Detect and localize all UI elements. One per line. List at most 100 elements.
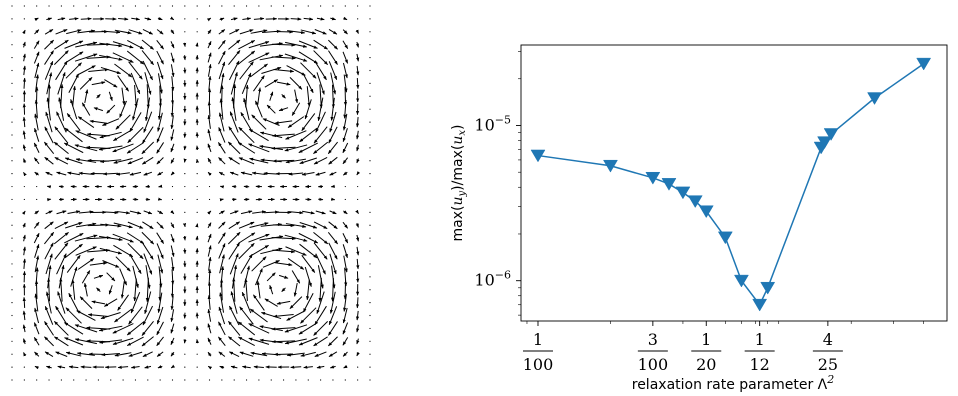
- vector-arrow: [11, 211, 13, 213]
- vector-arrow: [170, 171, 175, 176]
- vector-arrow: [342, 157, 349, 165]
- vector-arrow: [287, 116, 305, 128]
- vector-arrow: [329, 111, 337, 133]
- vector-arrow: [11, 173, 13, 175]
- vector-arrow: [23, 198, 25, 201]
- vector-arrow: [99, 131, 122, 139]
- vector-arrow: [207, 308, 212, 322]
- vector-arrow: [219, 254, 225, 274]
- vector-arrow: [56, 111, 67, 133]
- vector-arrow: [220, 278, 224, 301]
- vector-arrow: [221, 5, 223, 7]
- vector-arrow: [147, 5, 149, 7]
- vector-arrow: [328, 50, 338, 65]
- vector-arrow: [342, 142, 349, 154]
- vector-arrow: [231, 264, 238, 289]
- vector-arrow: [208, 185, 211, 188]
- vector-arrow: [170, 323, 175, 334]
- vector-arrow: [79, 296, 93, 309]
- vector-arrow: [218, 112, 225, 132]
- vector-arrow: [196, 5, 198, 7]
- vector-arrow: [113, 222, 133, 229]
- vector-arrow: [182, 223, 187, 228]
- vector-arrow: [196, 366, 198, 368]
- vector-arrow: [237, 232, 256, 244]
- vector-arrow: [229, 60, 240, 81]
- vector-arrow: [66, 29, 82, 35]
- vector-arrow: [44, 321, 54, 336]
- vector-arrow: [253, 75, 265, 92]
- vector-arrow: [44, 39, 54, 50]
- vector-arrow: [48, 379, 50, 381]
- vector-arrow: [369, 314, 371, 317]
- vector-arrow: [282, 379, 285, 381]
- vector-arrow: [261, 312, 282, 320]
- vector-arrow: [332, 379, 334, 381]
- vector-arrow: [23, 18, 25, 20]
- vector-arrow: [128, 29, 143, 35]
- vector-arrow: [159, 5, 161, 7]
- vector-arrow: [47, 198, 52, 202]
- vector-arrow: [356, 65, 360, 76]
- vector-arrow: [36, 379, 38, 381]
- vector-arrow: [142, 156, 154, 165]
- vector-arrow: [245, 5, 248, 7]
- vector-arrow: [110, 5, 112, 7]
- vector-arrow: [171, 379, 174, 381]
- vector-arrow: [258, 5, 260, 7]
- vector-arrow: [144, 72, 152, 95]
- vector-arrow: [313, 50, 328, 65]
- vector-arrow: [295, 5, 297, 7]
- vector-arrow: [281, 287, 286, 292]
- vector-arrow: [11, 314, 13, 317]
- vector-arrow: [22, 296, 26, 308]
- vector-arrow: [369, 224, 371, 226]
- vector-arrow: [284, 234, 308, 242]
- vector-arrow: [44, 336, 54, 347]
- vector-arrow: [245, 379, 248, 381]
- vector-arrow: [300, 29, 317, 35]
- vector-arrow: [303, 17, 314, 21]
- vector-arrow: [114, 63, 133, 78]
- vector-arrow: [253, 17, 265, 21]
- vector-arrow: [11, 263, 13, 265]
- vector-arrow: [369, 211, 371, 213]
- x-axis-ticks: 1 100 3 100 1 20 1 12 4 25: [523, 321, 924, 374]
- vector-arrow: [134, 85, 138, 108]
- vector-arrow: [170, 157, 175, 164]
- vector-arrow: [36, 198, 38, 201]
- vector-arrow: [73, 5, 75, 7]
- vector-arrow: [184, 211, 186, 213]
- vector-arrow: [207, 233, 212, 243]
- vector-arrow: [318, 277, 322, 302]
- vector-arrow: [11, 237, 13, 239]
- vector-arrow: [300, 307, 317, 324]
- vector-arrow: [218, 40, 226, 50]
- vector-arrow: [103, 210, 119, 215]
- vector-arrow: [342, 233, 349, 244]
- vector-arrow: [170, 64, 175, 78]
- vector-arrow: [239, 351, 254, 357]
- vector-arrow: [157, 197, 163, 201]
- vector-arrow: [54, 221, 69, 230]
- vector-arrow: [54, 126, 69, 144]
- vector-arrow: [129, 210, 142, 215]
- vector-arrow: [112, 41, 134, 49]
- vector-arrow: [256, 280, 261, 299]
- vector-arrow: [170, 245, 175, 257]
- vector-arrow: [208, 198, 211, 201]
- vector-arrow: [300, 62, 317, 79]
- vector-arrow: [157, 210, 164, 215]
- vector-arrow: [289, 77, 303, 90]
- vector-arrow: [281, 94, 286, 99]
- vector-arrow: [196, 173, 198, 175]
- vector-arrow: [342, 51, 349, 64]
- vector-arrow: [232, 277, 236, 302]
- vector-arrow: [170, 309, 175, 323]
- vector-arrow: [113, 158, 133, 164]
- vector-arrow: [356, 234, 360, 242]
- vector-arrow: [71, 279, 76, 300]
- vector-arrow: [233, 379, 235, 381]
- vector-arrow: [73, 379, 75, 381]
- vector-arrow: [99, 54, 123, 61]
